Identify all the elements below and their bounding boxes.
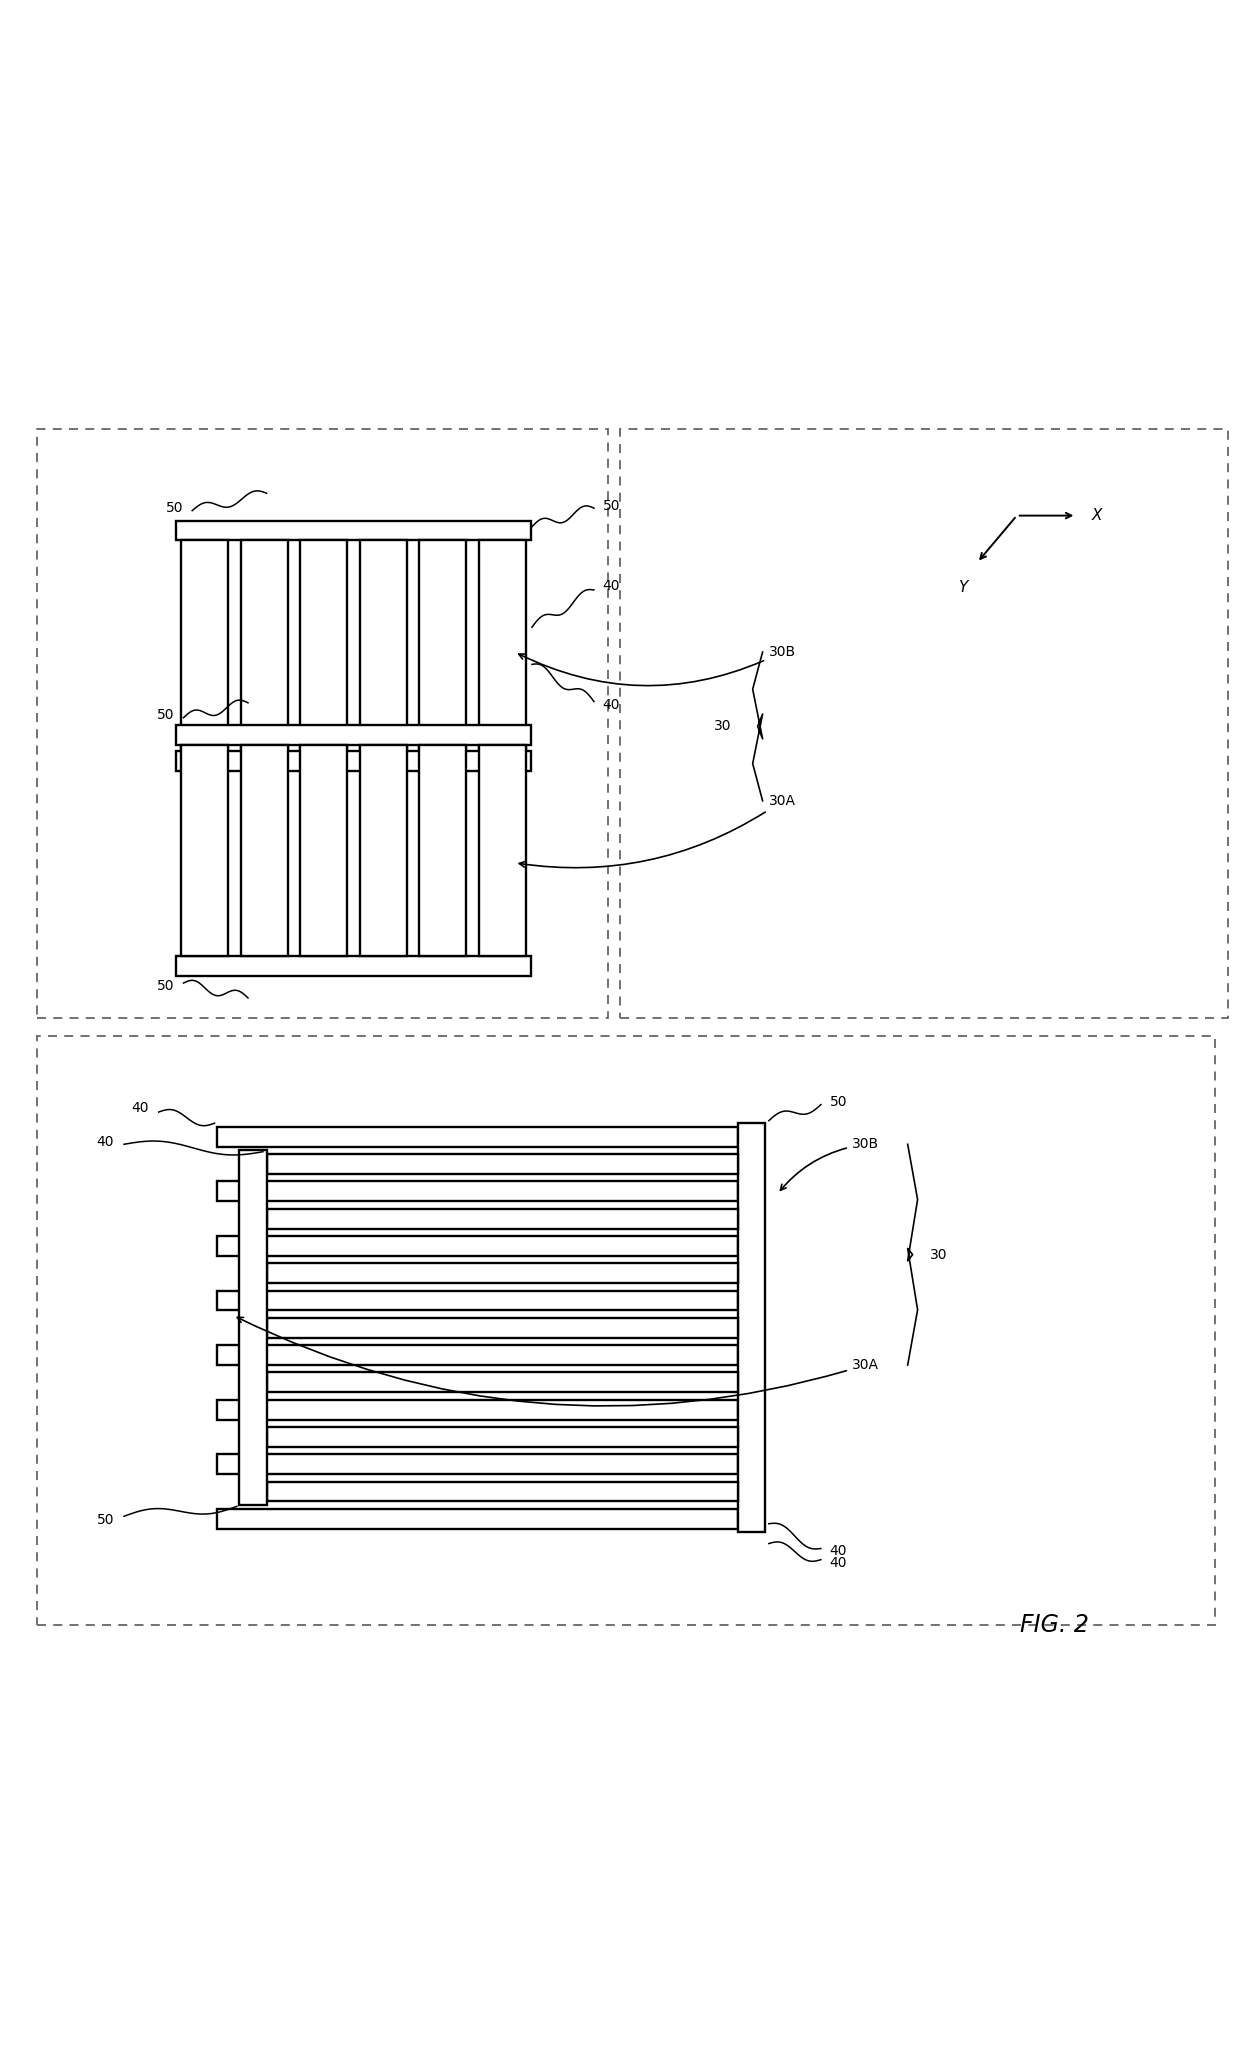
Bar (241, 541, 288, 752)
Text: 40: 40 (830, 1556, 847, 1571)
Bar (267, 1264, 738, 1284)
Bar (360, 541, 407, 752)
Bar (217, 1509, 738, 1528)
Text: 50: 50 (157, 709, 175, 723)
Bar (267, 1427, 738, 1446)
Text: 30: 30 (714, 719, 732, 733)
Text: 30B: 30B (780, 1137, 879, 1190)
Bar (217, 1237, 738, 1255)
Bar (37, 1036, 1215, 1626)
Text: 30B: 30B (518, 645, 796, 686)
Bar (360, 745, 407, 956)
Bar (300, 541, 347, 752)
Bar (620, 428, 1228, 1018)
Bar (181, 541, 228, 752)
Text: 50: 50 (603, 498, 620, 512)
Text: 40: 40 (603, 698, 620, 713)
Bar (267, 1372, 738, 1393)
Bar (217, 1399, 738, 1419)
Bar (176, 956, 531, 975)
Text: FIG. 2: FIG. 2 (1019, 1612, 1089, 1636)
Bar (738, 1122, 765, 1532)
Text: 50: 50 (830, 1096, 847, 1110)
Text: 40: 40 (97, 1135, 114, 1149)
Text: 30: 30 (930, 1247, 947, 1262)
Bar (419, 541, 466, 752)
Bar (217, 1182, 738, 1202)
Bar (300, 745, 347, 956)
Bar (479, 745, 526, 956)
Text: 50: 50 (157, 979, 175, 993)
Bar (217, 1454, 738, 1475)
Bar (239, 1151, 267, 1505)
Bar (217, 1126, 738, 1147)
Text: 40: 40 (131, 1102, 149, 1116)
Bar (181, 745, 228, 956)
Bar (176, 752, 531, 770)
Text: 30A: 30A (520, 795, 796, 868)
Bar (217, 1290, 738, 1311)
Bar (419, 745, 466, 956)
Bar (176, 725, 531, 745)
Bar (176, 520, 531, 541)
Bar (217, 1346, 738, 1366)
Bar (241, 745, 288, 956)
Text: 40: 40 (603, 580, 620, 594)
Text: 50: 50 (97, 1513, 114, 1528)
Text: X: X (1091, 508, 1101, 522)
Text: 40: 40 (830, 1544, 847, 1559)
Bar (267, 1317, 738, 1337)
Bar (267, 1155, 738, 1174)
Bar (37, 428, 608, 1018)
Text: 50: 50 (166, 502, 184, 516)
Text: 30A: 30A (237, 1317, 879, 1407)
Bar (267, 1208, 738, 1229)
Text: Y: Y (957, 580, 967, 596)
Bar (479, 541, 526, 752)
Bar (267, 1481, 738, 1501)
